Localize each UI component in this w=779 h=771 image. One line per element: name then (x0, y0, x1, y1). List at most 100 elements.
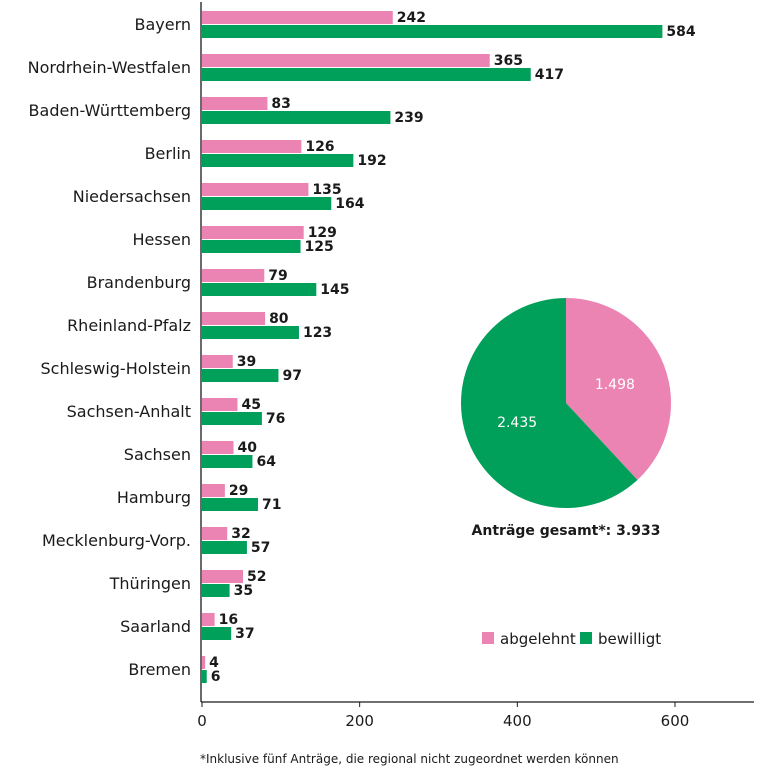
bar-group-schleswig-holstein: Schleswig-Holstein 39 97 (41, 354, 302, 384)
legend-swatch (580, 632, 592, 644)
bar-abgelehnt (202, 54, 490, 67)
x-axis: 0 200 400 600 (197, 2, 754, 730)
x-tick-label: 400 (503, 712, 532, 730)
footnote: *Inklusive fünf Anträge, die regional ni… (200, 752, 619, 766)
category-label: Bayern (134, 15, 191, 34)
bar-bewilligt (202, 326, 299, 339)
x-tick-label: 200 (345, 712, 374, 730)
pie-slice-label: 2.435 (497, 415, 537, 431)
bar-value-label: 135 (312, 182, 341, 198)
category-label: Nordrhein-Westfalen (28, 58, 191, 77)
bar-abgelehnt (202, 226, 304, 239)
bar-value-label: 32 (231, 526, 250, 542)
bar-bewilligt (202, 541, 247, 554)
bar-abgelehnt (202, 355, 233, 368)
bar-bewilligt (202, 584, 230, 597)
bar-bewilligt (202, 455, 253, 468)
bar-value-label: 76 (266, 411, 285, 427)
bar-group-brandenburg: Brandenburg 79 145 (87, 268, 350, 298)
bar-bewilligt (202, 111, 391, 124)
bar-abgelehnt (202, 398, 238, 411)
bar-value-label: 4 (209, 655, 219, 671)
x-tick-label: 0 (197, 712, 207, 730)
bar-abgelehnt (202, 183, 309, 196)
category-label: Hessen (132, 230, 191, 249)
bar-value-label: 45 (241, 397, 260, 413)
legend-label: abgelehnt (500, 630, 576, 648)
bar-value-label: 164 (335, 196, 364, 212)
bar-value-label: 35 (234, 583, 253, 599)
pie-slice-bewilligt (460, 298, 638, 508)
category-label: Saarland (120, 617, 191, 636)
pie-slice-abgelehnt (566, 298, 672, 480)
bar-value-label: 80 (269, 311, 289, 327)
bar-abgelehnt (202, 441, 234, 454)
pie-slice-label: 1.498 (595, 377, 635, 393)
bar-abgelehnt (202, 140, 302, 153)
bar-bewilligt (202, 627, 232, 640)
bar-value-label: 192 (357, 153, 386, 169)
bar-value-label: 584 (666, 24, 695, 40)
bar-abgelehnt (202, 570, 243, 583)
bar-bewilligt (202, 197, 332, 210)
bar-group-bremen: Bremen 46 (128, 655, 220, 685)
category-label: Rheinland-Pfalz (67, 316, 191, 335)
bar-value-label: 37 (235, 626, 254, 642)
bar-value-label: 83 (271, 96, 290, 112)
category-label: Hamburg (117, 488, 191, 507)
bar-value-label: 417 (535, 67, 564, 83)
bar-value-label: 6 (211, 669, 221, 685)
bar-value-label: 52 (247, 569, 266, 585)
category-label: Brandenburg (87, 273, 191, 292)
legend-swatch (482, 632, 494, 644)
x-tick-label: 600 (661, 712, 690, 730)
bar-bewilligt (202, 369, 279, 382)
category-label: Niedersachsen (73, 187, 191, 206)
category-label: Berlin (145, 144, 191, 163)
bar-abgelehnt (202, 269, 265, 282)
legend-item-abgelehnt: abgelehnt (482, 630, 576, 648)
bar-group-sachsen-anhalt: Sachsen-Anhalt 45 76 (67, 397, 286, 427)
bar-chart: Bayern 242 584 Nordrhein-Westfalen 365 417 Bad… (28, 10, 696, 685)
bar-value-label: 145 (320, 282, 349, 298)
bar-bewilligt (202, 498, 258, 511)
bar-value-label: 239 (394, 110, 423, 126)
bar-value-label: 16 (219, 612, 238, 628)
bar-abgelehnt (202, 613, 215, 626)
bar-bewilligt (202, 670, 207, 683)
bar-value-label: 125 (305, 239, 334, 255)
bar-bewilligt (202, 240, 301, 253)
bar-value-label: 129 (308, 225, 337, 241)
bar-value-label: 365 (494, 53, 523, 69)
bar-bewilligt (202, 68, 531, 81)
bar-abgelehnt (202, 97, 268, 110)
bar-value-label: 57 (251, 540, 270, 556)
bar-value-label: 126 (305, 139, 334, 155)
bar-group-berlin: Berlin 126 192 (145, 139, 387, 169)
bar-abgelehnt (202, 484, 225, 497)
bar-group-hamburg: Hamburg 29 71 (117, 483, 282, 513)
category-label: Bremen (128, 660, 191, 679)
bar-bewilligt (202, 412, 262, 425)
legend-item-bewilligt: bewilligt (580, 630, 661, 648)
bar-value-label: 39 (237, 354, 256, 370)
bar-abgelehnt (202, 312, 266, 325)
category-label: Thüringen (109, 574, 191, 593)
bar-group-rheinland-pfalz: Rheinland-Pfalz 80 123 (67, 311, 332, 341)
bar-group-baden-wuerttemberg: Baden-Württemberg 83 239 (29, 96, 424, 126)
legend: abgelehnt bewilligt (482, 630, 661, 648)
pie-chart: 1.498 2.435 (460, 298, 672, 508)
category-label: Sachsen (124, 445, 191, 464)
bar-value-label: 29 (229, 483, 248, 499)
bar-value-label: 123 (303, 325, 332, 341)
bar-bewilligt (202, 25, 663, 38)
bar-value-label: 97 (282, 368, 301, 384)
bar-group-bayern: Bayern 242 584 (134, 10, 695, 40)
bar-value-label: 40 (238, 440, 258, 456)
category-label: Baden-Württemberg (29, 101, 191, 120)
